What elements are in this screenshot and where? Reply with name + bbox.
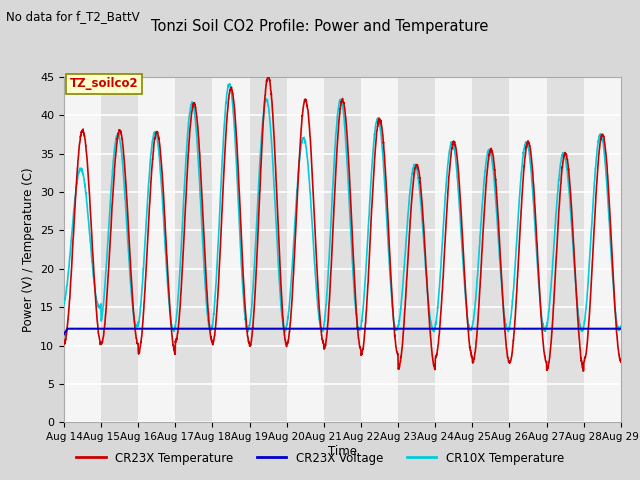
Bar [621, 77, 640, 422]
Bar [472, 77, 509, 422]
Bar [175, 77, 212, 422]
Bar [398, 77, 435, 422]
Bar [212, 77, 250, 422]
Bar [584, 77, 621, 422]
Text: Tonzi Soil CO2 Profile: Power and Temperature: Tonzi Soil CO2 Profile: Power and Temper… [151, 19, 489, 34]
Bar [435, 77, 472, 422]
Bar [64, 77, 101, 422]
Text: No data for f_T2_BattV: No data for f_T2_BattV [6, 10, 140, 23]
Bar [547, 77, 584, 422]
Bar [101, 77, 138, 422]
Bar [324, 77, 361, 422]
Y-axis label: Power (V) / Temperature (C): Power (V) / Temperature (C) [22, 168, 35, 332]
Bar [287, 77, 324, 422]
Bar [250, 77, 287, 422]
Bar [509, 77, 547, 422]
Bar [361, 77, 398, 422]
X-axis label: Time: Time [328, 445, 357, 458]
Bar [138, 77, 175, 422]
Legend: CR23X Temperature, CR23X Voltage, CR10X Temperature: CR23X Temperature, CR23X Voltage, CR10X … [71, 447, 569, 469]
Text: TZ_soilco2: TZ_soilco2 [70, 77, 138, 90]
